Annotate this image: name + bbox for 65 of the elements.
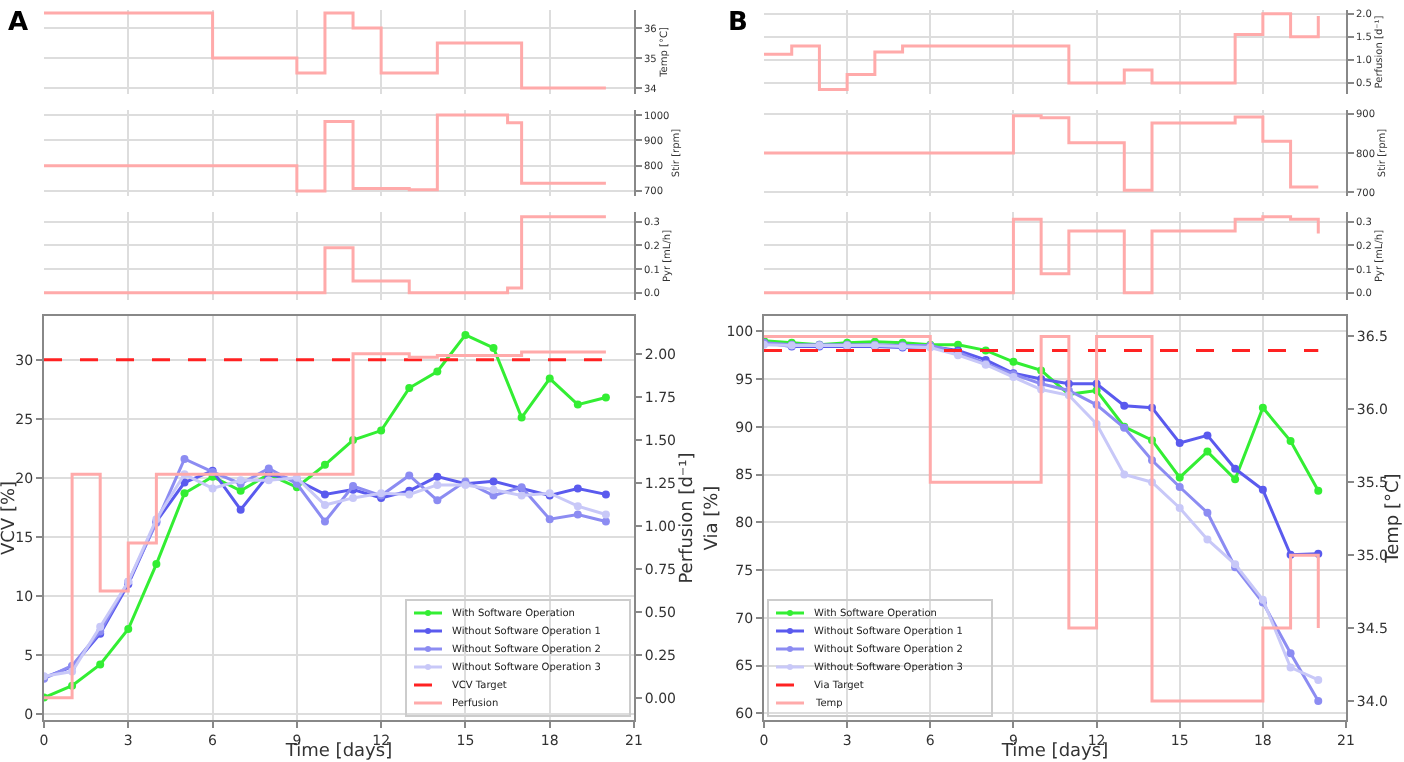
point: [96, 622, 105, 631]
point: [1314, 675, 1323, 684]
point: [601, 510, 610, 519]
point: [545, 374, 554, 383]
point: [405, 471, 414, 480]
point: [489, 477, 498, 486]
y2-axis-title: Perfusion [d⁻¹]: [677, 452, 698, 584]
point: [1175, 503, 1184, 512]
point: [180, 489, 189, 498]
point: [601, 490, 610, 499]
point: [517, 491, 526, 500]
point: [1286, 437, 1295, 446]
point: [320, 460, 329, 469]
point: [1120, 401, 1129, 410]
chart-title: A: [8, 8, 29, 38]
point: [1120, 470, 1129, 479]
point: [1286, 663, 1295, 672]
point: [208, 484, 217, 493]
point: [1175, 482, 1184, 491]
point: [573, 484, 582, 493]
y-axis-title: Via [%]: [703, 485, 724, 551]
point: [1009, 357, 1018, 366]
point: [264, 464, 273, 473]
point: [1203, 431, 1212, 440]
y2-axis-title: Temp [°C]: [1384, 473, 1404, 565]
point: [349, 493, 358, 502]
chart-title: B: [728, 8, 748, 38]
point: [1203, 508, 1212, 517]
point: [1231, 475, 1240, 484]
point: [264, 476, 273, 485]
point: [433, 480, 442, 489]
point: [1203, 447, 1212, 456]
point: [96, 660, 105, 669]
point: [1258, 485, 1267, 494]
point: [124, 625, 133, 634]
point: [433, 496, 442, 505]
point: [320, 517, 329, 526]
point: [573, 400, 582, 409]
point: [1175, 439, 1184, 448]
point: [377, 426, 386, 435]
point: [152, 560, 161, 569]
point: [601, 393, 610, 402]
point: [405, 384, 414, 393]
point: [320, 501, 329, 509]
point: [573, 510, 582, 519]
point: [461, 330, 470, 339]
point: [1231, 464, 1240, 473]
point: [180, 454, 189, 463]
point: [545, 515, 554, 524]
point: [236, 505, 245, 514]
point: [1258, 403, 1267, 412]
point: [1314, 696, 1323, 705]
point: [320, 490, 329, 499]
point: [1203, 535, 1212, 544]
point: [1175, 473, 1184, 482]
point: [1314, 486, 1323, 495]
point: [601, 517, 610, 526]
point: [573, 502, 582, 511]
point: [489, 343, 498, 352]
point: [433, 472, 442, 481]
point: [517, 413, 526, 422]
point: [433, 367, 442, 376]
point: [1286, 649, 1295, 658]
point: [236, 486, 245, 495]
point: [489, 485, 498, 494]
